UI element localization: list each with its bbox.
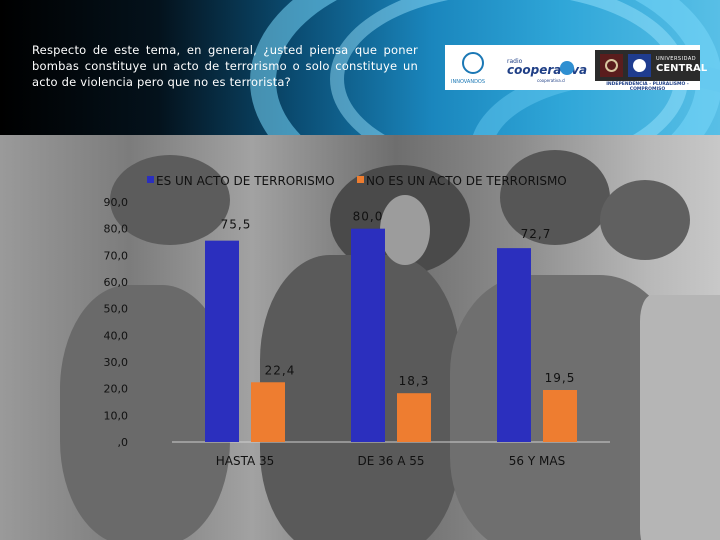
ucentral-big-text: CENTRAL xyxy=(656,63,708,74)
cooperativa-swoosh-icon xyxy=(560,61,574,75)
bar-terrorismo xyxy=(205,240,239,442)
bar-no-terrorismo xyxy=(251,382,285,442)
globe-logo-icon xyxy=(462,52,484,74)
y-tick-label: ,0 xyxy=(118,436,129,449)
data-label: 18,3 xyxy=(399,374,430,388)
y-tick-label: 80,0 xyxy=(104,223,129,236)
ucentral-circle-icon xyxy=(628,54,651,77)
legend-swatch xyxy=(357,176,364,183)
legend-label: ES UN ACTO DE TERRORISMO xyxy=(156,174,335,188)
ucentral-logo: UNIVERSIDAD CENTRAL xyxy=(595,50,707,81)
y-tick-label: 40,0 xyxy=(104,329,129,342)
data-label: 80,0 xyxy=(353,210,384,224)
cooperativa-url: cooperativa.cl xyxy=(537,78,566,83)
y-tick-label: 50,0 xyxy=(104,303,129,316)
bar-terrorismo xyxy=(497,248,531,442)
cooperativa-radio-label: radio xyxy=(507,58,523,65)
y-tick-label: 30,0 xyxy=(104,356,129,369)
category-label: HASTA 35 xyxy=(216,454,275,468)
ucentral-small-text: UNIVERSIDAD xyxy=(656,56,697,62)
y-tick-label: 10,0 xyxy=(104,409,129,422)
y-tick-label: 90,0 xyxy=(104,196,129,209)
y-tick-label: 20,0 xyxy=(104,383,129,396)
category-label: DE 36 A 55 xyxy=(357,454,424,468)
data-label: 72,7 xyxy=(521,227,552,241)
bar-no-terrorismo xyxy=(397,393,431,442)
data-label: 19,5 xyxy=(545,371,576,385)
y-tick-label: 70,0 xyxy=(104,249,129,262)
legend-label: NO ES UN ACTO DE TERRORISMO xyxy=(366,174,567,188)
ucentral-emblem-icon xyxy=(600,54,623,77)
y-tick-label: 60,0 xyxy=(104,276,129,289)
bar-terrorismo xyxy=(351,228,385,442)
background-photo xyxy=(0,135,720,540)
logos-strip: INNOVANDOS radio cooperativa cooperativa… xyxy=(445,45,707,92)
globe-logo-label: INNOVANDOS xyxy=(451,79,486,85)
data-label: 22,4 xyxy=(265,363,296,377)
header-banner: Respecto de este tema, en general, ¿uste… xyxy=(0,0,720,135)
category-label: 56 Y MAS xyxy=(509,454,565,468)
survey-question: Respecto de este tema, en general, ¿uste… xyxy=(32,43,418,89)
data-label: 75,5 xyxy=(221,218,252,232)
legend-swatch xyxy=(147,176,154,183)
bar-no-terrorismo xyxy=(543,390,577,442)
ucentral-motto: INDEPENDENCIA - PLURALISMO - COMPROMISO xyxy=(606,82,689,92)
